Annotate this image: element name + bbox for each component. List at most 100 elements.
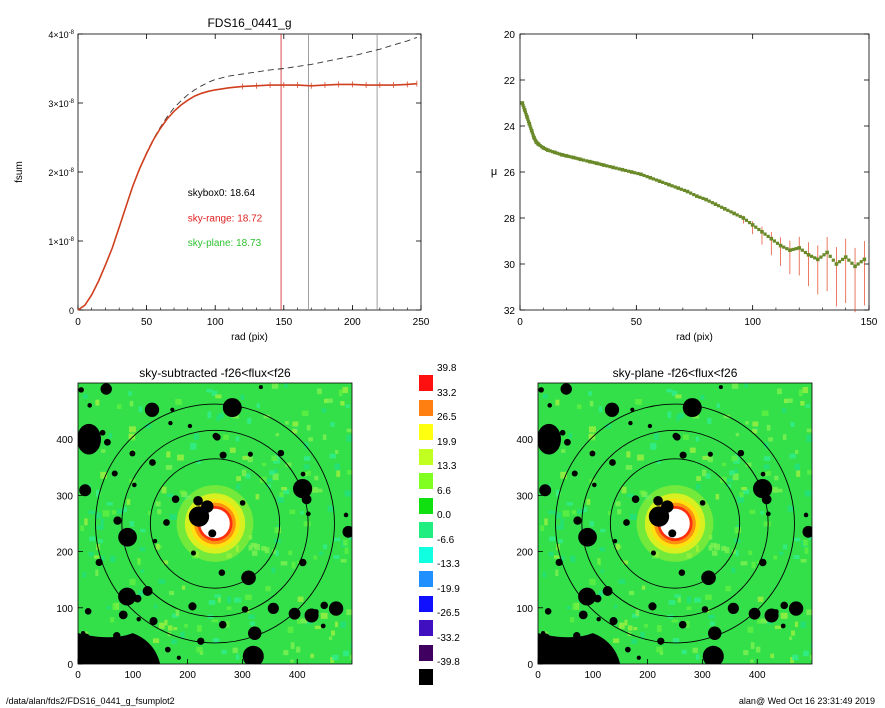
data-point — [527, 121, 532, 126]
masked-source — [118, 610, 128, 620]
data-point — [800, 248, 804, 252]
masked-source — [84, 607, 92, 615]
masked-source — [149, 617, 158, 626]
sky-speckle — [556, 524, 564, 530]
sky-speckle — [100, 471, 107, 479]
sky-speckle — [626, 451, 631, 458]
colorbar-swatch — [419, 595, 433, 612]
data-point — [757, 227, 761, 232]
data-point — [667, 182, 671, 187]
sky-speckle — [221, 649, 227, 655]
x-tick-label: 200 — [639, 670, 656, 681]
masked-source — [682, 398, 702, 418]
plot-frame — [519, 33, 870, 311]
masked-source — [218, 620, 227, 629]
sky-speckle — [586, 499, 591, 505]
sky-speckle — [242, 455, 249, 460]
masked-corner — [78, 633, 161, 664]
sky-speckle — [744, 383, 748, 388]
masked-source — [239, 500, 246, 506]
sky-speckle — [253, 543, 261, 551]
masked-source — [193, 496, 203, 506]
data-point — [856, 262, 860, 266]
aperture-circle-0 — [149, 458, 281, 589]
sky-speckle — [555, 569, 559, 577]
sky-speckle — [757, 596, 764, 602]
sky-speckle — [164, 619, 168, 626]
data-point — [726, 208, 730, 212]
masked-source — [163, 519, 170, 526]
data-point — [529, 126, 533, 130]
sky-speckle — [289, 509, 296, 515]
sky-speckle — [158, 622, 165, 629]
x-tick-label: 50 — [631, 317, 643, 328]
masked-source — [727, 602, 739, 614]
sky-speckle — [181, 491, 188, 497]
sky-speckle — [101, 449, 106, 453]
sky-speckle — [157, 545, 162, 549]
sky-speckle — [343, 650, 349, 657]
sky-speckle — [773, 555, 777, 560]
colorbar-level: -26.5 — [419, 608, 460, 639]
annotation-1: sky-range: 18.72 — [188, 214, 263, 225]
sky-speckle — [790, 421, 795, 427]
sky-speckle — [297, 596, 304, 602]
sky-speckle — [735, 550, 739, 557]
sky-speckle — [140, 569, 144, 574]
sky-speckle — [129, 578, 136, 586]
sky-speckle — [763, 521, 771, 527]
sky-speckle — [686, 606, 692, 611]
sky-speckle — [803, 650, 809, 657]
sky-speckle — [89, 536, 96, 542]
data-point — [548, 149, 552, 153]
sky-speckle — [807, 470, 812, 475]
sky-speckle — [214, 594, 221, 598]
aperture-circle-2 — [95, 403, 335, 644]
sky-speckle — [173, 627, 178, 631]
sky-speckle — [672, 638, 680, 643]
sky-speckle — [247, 417, 252, 424]
sky-speckle — [102, 510, 110, 517]
data-point — [623, 168, 628, 173]
sky-speckle — [548, 551, 554, 557]
masked-source — [78, 387, 84, 393]
sky-speckle — [96, 524, 104, 530]
sky-speckle — [571, 510, 577, 515]
sky-speckle — [549, 536, 556, 542]
colorbar-swatch — [419, 375, 433, 391]
data-point — [692, 193, 696, 197]
sky-speckle — [140, 528, 146, 533]
sky-speckle — [570, 555, 576, 563]
colorbar-swatch — [419, 399, 433, 416]
sky-speckle — [249, 621, 256, 626]
footer-path: /data/alan/fds2/FDS16_0441_g_fsumplot2 — [6, 696, 175, 706]
y-tick-label: 0 — [69, 306, 74, 316]
data-point — [528, 124, 532, 128]
sky-speckle — [280, 561, 288, 566]
sky-speckle — [767, 470, 771, 476]
sky-speckle — [568, 433, 573, 439]
masked-source — [342, 525, 352, 538]
sky-speckle — [236, 476, 241, 481]
masked-source — [320, 623, 326, 629]
data-point — [843, 255, 848, 259]
data-point — [679, 187, 683, 191]
data-point — [526, 119, 531, 123]
sky-speckle — [263, 414, 271, 419]
sky-speckle — [787, 505, 794, 512]
sky-speckle — [806, 609, 812, 616]
masked-source — [578, 527, 597, 547]
masked-source — [612, 538, 618, 544]
sky-speckle — [795, 449, 799, 454]
sky-speckle — [269, 470, 275, 476]
data-point — [629, 170, 634, 174]
sky-speckle — [752, 428, 758, 434]
masked-source — [79, 484, 92, 497]
masked-source — [563, 438, 571, 446]
masked-source — [208, 529, 217, 538]
sky-speckle — [686, 596, 692, 604]
sky-speckle — [745, 462, 752, 467]
data-point — [555, 151, 559, 155]
sky-speckle — [292, 428, 298, 434]
sky-speckle — [329, 636, 333, 640]
